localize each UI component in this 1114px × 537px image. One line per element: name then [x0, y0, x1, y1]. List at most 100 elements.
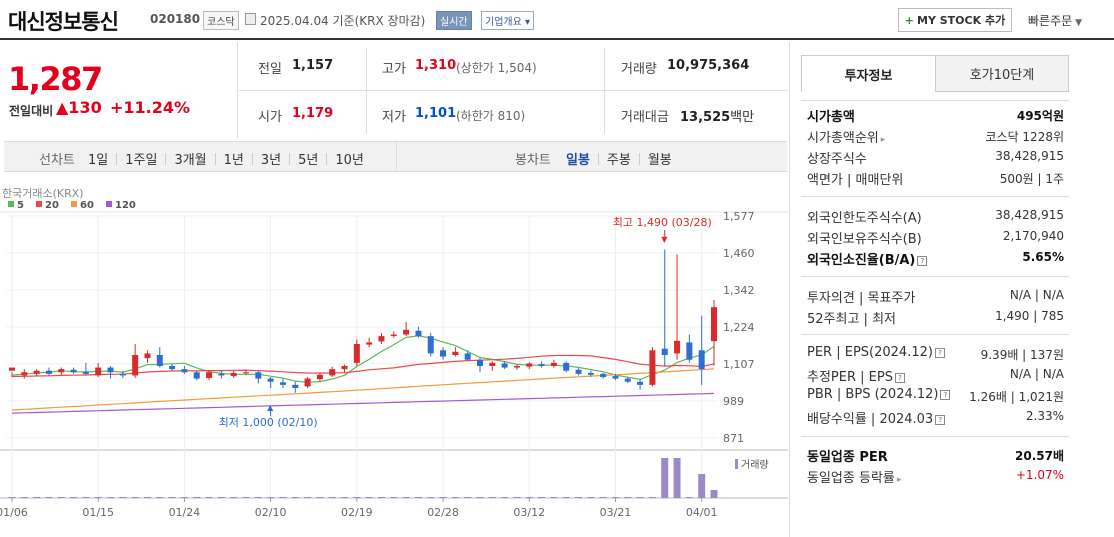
candle-body: [267, 378, 274, 382]
candle-body: [329, 369, 336, 376]
x-tick-label: 03/12: [513, 506, 545, 519]
volume-bar: [451, 497, 459, 498]
chevron-right-icon[interactable]: ▸: [880, 135, 886, 145]
period-line-2[interactable]: 3개월: [174, 153, 207, 168]
volume-bar: [636, 497, 644, 498]
help-icon[interactable]: ?: [935, 414, 946, 425]
candle-body: [95, 367, 102, 376]
candle-body: [107, 367, 114, 373]
volume-bar: [230, 497, 238, 498]
volume-bar: [710, 490, 718, 498]
info-label: PBR | BPS (2024.12)?: [807, 387, 951, 402]
y-tick-label: 1,577: [723, 210, 755, 223]
prev-close-value: 1,157: [292, 58, 334, 73]
realtime-button[interactable]: 실시간: [436, 11, 472, 30]
volume-bar: [575, 497, 583, 498]
candle-body: [563, 362, 570, 371]
help-icon[interactable]: ?: [940, 389, 951, 400]
period-divider: [396, 142, 397, 171]
help-icon[interactable]: ?: [934, 347, 945, 358]
change-percent: +11.24%: [110, 98, 191, 117]
period-line-1[interactable]: 1주일: [125, 153, 158, 168]
candle-body: [156, 354, 163, 366]
volume-bar: [242, 497, 250, 498]
stock-chart[interactable]: 한국거래소(KRX)5 20 60 120 1,577 1,460 1,342 1,224 1,…: [0, 180, 788, 537]
legend-label: 5: [17, 200, 24, 211]
chevron-right-icon[interactable]: ▸: [896, 475, 902, 485]
info-label: 외국인한도주식수(A): [807, 211, 922, 226]
legend-swatch: [106, 201, 112, 207]
volume-bar: [33, 497, 41, 498]
volume-bar: [45, 497, 53, 498]
volume-bar: [390, 497, 398, 498]
chevron-down-icon: ▼: [1075, 18, 1083, 28]
current-price: 1,287: [8, 60, 103, 98]
volume-bar: [685, 497, 693, 498]
lower-limit: (하한가 810): [456, 109, 526, 123]
candle-body: [600, 373, 607, 377]
quote-divider: [239, 90, 787, 91]
volume-bar: [267, 497, 275, 498]
volume-bar: [673, 458, 681, 498]
volume-bar: [82, 497, 90, 498]
y-tick-label: 1,342: [723, 284, 755, 297]
period-line-3[interactable]: 1년: [223, 153, 244, 168]
info-label: 시가총액: [807, 110, 855, 125]
period-candle-2[interactable]: 월봉: [647, 153, 672, 168]
period-candle-1[interactable]: 주봉: [606, 153, 631, 168]
legend-label: 20: [45, 200, 59, 211]
volume-legend-swatch: [735, 459, 738, 469]
info-label: 52주최고 | 최저: [807, 312, 896, 327]
candle-body: [637, 381, 644, 385]
volume-bar: [501, 497, 509, 498]
info-value: N/A | N/A: [1009, 288, 1064, 302]
y-tick-label: 989: [723, 395, 744, 408]
period-line-0[interactable]: 1일: [88, 153, 109, 168]
info-value: 코스닥 1228위: [985, 130, 1064, 144]
period-separator: [251, 152, 253, 165]
candle-body: [132, 354, 139, 376]
volume-bar: [8, 497, 16, 498]
change-amount: ▲130: [56, 98, 102, 117]
quick-order-dropdown[interactable]: 빠른주문 ▼: [1028, 14, 1083, 28]
period-line-4[interactable]: 3년: [260, 153, 282, 168]
candle-body: [316, 374, 323, 380]
volume-bar: [107, 497, 115, 498]
high-value: 1,310: [415, 58, 457, 73]
right-panel-border: [789, 42, 790, 537]
info-label: 상장주식수: [807, 152, 867, 167]
period-candle-0[interactable]: 일봉: [566, 153, 590, 168]
volume-legend-label: 거래량: [741, 459, 769, 471]
candle-body: [181, 369, 188, 373]
volume-bar: [538, 497, 546, 498]
volume-bar: [193, 497, 201, 498]
candle-chart-periods: 일봉 주봉 월봉: [566, 149, 672, 168]
volume-bar: [205, 497, 213, 498]
volume-bar: [439, 497, 447, 498]
add-mystock-button[interactable]: + MY STOCK 추가: [898, 8, 1012, 32]
candle-body: [513, 365, 520, 368]
candle-body: [292, 384, 299, 389]
quote-divider: [604, 48, 605, 134]
volume-bar: [291, 497, 299, 498]
company-overview-dropdown[interactable]: 기업개요 ▾: [481, 11, 534, 30]
volume-bar: [698, 474, 706, 498]
help-icon[interactable]: ?: [894, 372, 905, 383]
candle-body: [711, 307, 717, 342]
period-line-6[interactable]: 10년: [335, 153, 364, 168]
volume-bar: [464, 497, 472, 498]
candle-body: [82, 371, 89, 374]
candle-body: [193, 372, 200, 379]
period-line-5[interactable]: 5년: [298, 153, 319, 168]
price-box: [0, 42, 238, 138]
base-date: 2025.04.04 기준(KRX 장마감): [260, 14, 426, 28]
info-label: 동일업종 PER: [807, 450, 888, 465]
tab-invest-info[interactable]: 투자정보: [801, 55, 936, 92]
help-icon[interactable]: ?: [917, 255, 928, 266]
legend-swatch: [71, 201, 77, 207]
candle-body: [440, 350, 447, 357]
tab-order-book[interactable]: 호가10단계: [935, 55, 1069, 92]
candle-body: [403, 329, 410, 335]
ma-line-120: [11, 392, 715, 414]
chart-source: 한국거래소(KRX): [2, 187, 84, 200]
